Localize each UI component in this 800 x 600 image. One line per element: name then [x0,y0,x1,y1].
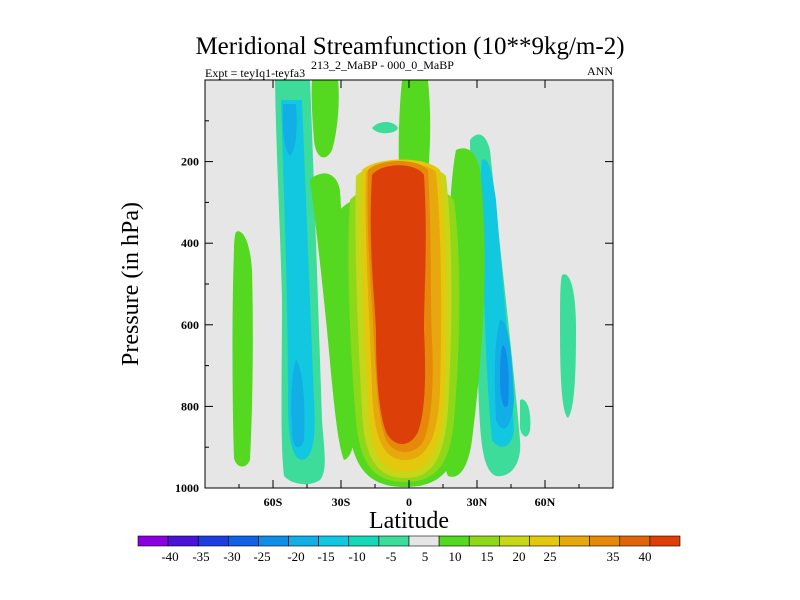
y-tick-label: 600 [181,318,199,332]
subtitle-left-superscript: 213_2_MaBP - 000_0_MaBP [311,58,454,72]
colorbar-label: 10 [449,549,462,564]
colorbar-swatch [258,535,289,547]
colorbar-swatch [559,535,590,547]
streak-teal-small [372,122,398,134]
y-tick-label: 1000 [175,481,199,495]
sh-cell-level2 [281,100,315,460]
colorbar-swatch [619,535,651,547]
x-tick-label: 30S [332,495,351,509]
colorbar-swatch [499,535,530,547]
colorbar-label: -10 [348,549,365,564]
colorbar-swatch [438,535,470,547]
colorbar-swatch [318,535,350,547]
colorbar-label: 35 [607,549,620,564]
main-cell-core [370,165,426,444]
x-tick-label: 60N [535,495,556,509]
sh-polar-cell [232,231,253,467]
colorbar: -40 -35 -30 -25 -20 -15 -10 -5 5 10 15 20 25 35 40 [137,535,681,564]
colorbar-label: 15 [481,549,494,564]
x-ticks: 60S 30S 0 30N 60N [238,80,580,509]
colorbar-swatch [197,535,229,547]
streak-green-left [311,80,339,158]
colorbar-swatch [228,535,259,547]
y-tick-label: 200 [181,155,199,169]
y-tick-label: 400 [181,236,199,250]
colorbar-swatch [167,535,199,547]
colorbar-label: -5 [386,549,397,564]
nh-cell-tail [520,399,531,437]
x-tick-label: 30N [467,495,488,509]
subtitle-right: ANN [587,64,613,78]
colorbar-label: 40 [639,549,652,564]
colorbar-label: -25 [253,549,270,564]
colorbar-label: 5 [422,549,429,564]
colorbar-swatch [408,535,440,547]
subtitle-left: Expt = teyIq1-teyfa3 [205,66,305,80]
plot-area: 60S 30S 0 30N 60N 200 400 600 800 1000 [175,79,614,509]
colorbar-label: -40 [161,549,178,564]
x-axis-label: Latitude [369,508,449,534]
colorbar-swatch [348,535,380,547]
colorbar-label: -15 [317,549,334,564]
colorbar-swatch [468,535,500,547]
y-ticks: 200 400 600 800 1000 [175,120,613,495]
x-tick-label: 60S [264,495,283,509]
colorbar-swatch [589,535,621,547]
colorbar-swatch [137,535,169,547]
colorbar-label: -20 [287,549,304,564]
chart-title: Meridional Streamfunction (10**9kg/m-2) [195,33,624,60]
green-left-stripe [310,173,355,460]
colorbar-label: -35 [192,549,209,564]
nh-cell-level4 [500,345,509,408]
colorbar-label: 25 [544,549,557,564]
contour-fills [232,80,576,487]
sh-cell-level3 [282,104,297,156]
colorbar-swatch [649,535,681,547]
colorbar-label: -30 [223,549,240,564]
colorbar-swatch [529,535,560,547]
x-tick-label: 0 [406,495,412,509]
colorbar-swatch [288,535,319,547]
colorbar-label: 20 [513,549,526,564]
y-tick-label: 800 [181,399,199,413]
colorbar-swatch [378,535,410,547]
sh-cell-level4 [291,360,305,448]
y-axis-label: Pressure (in hPa) [118,202,144,366]
nh-polar-cell [560,274,576,418]
